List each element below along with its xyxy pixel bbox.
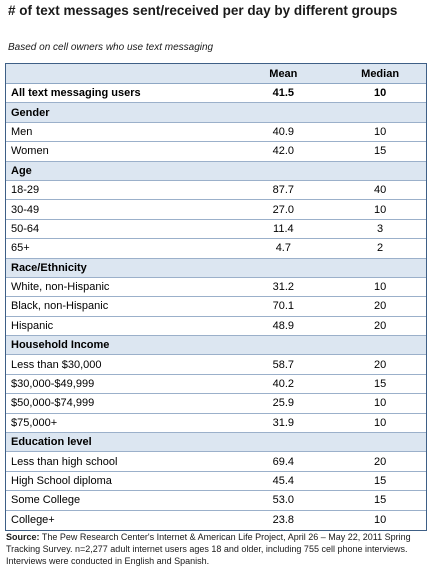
source-note: Source: The Pew Research Center's Intern… bbox=[6, 531, 428, 567]
table-row: College+ 23.8 10 bbox=[6, 511, 426, 530]
section-header-row: Race/Ethnicity bbox=[6, 258, 426, 278]
median-value: 10 bbox=[373, 87, 387, 100]
table-row: Black, non-Hispanic 70.1 20 bbox=[6, 297, 426, 317]
median-value: 10 bbox=[373, 125, 387, 138]
data-table: Mean Median All text messaging users 41.5… bbox=[5, 63, 427, 531]
table-row: $75,000+ 31.9 10 bbox=[6, 414, 426, 434]
mean-value: 69.4 bbox=[272, 455, 295, 468]
mean-value: 87.7 bbox=[272, 184, 295, 197]
mean-value: 53.0 bbox=[272, 494, 295, 507]
median-value: 10 bbox=[373, 397, 387, 410]
header-median: Median bbox=[361, 67, 400, 80]
header-mean: Mean bbox=[269, 67, 298, 80]
median-value: 20 bbox=[373, 358, 387, 371]
median-value: 10 bbox=[373, 203, 387, 216]
row-label: White, non-Hispanic bbox=[11, 281, 110, 294]
table-row: $50,000-$74,999 25.9 10 bbox=[6, 394, 426, 414]
row-label: Men bbox=[11, 125, 33, 138]
median-value: 20 bbox=[373, 319, 387, 332]
row-label: 50-64 bbox=[11, 222, 40, 235]
section-label: Gender bbox=[11, 106, 50, 119]
section-label: Age bbox=[11, 164, 32, 177]
mean-value: 4.7 bbox=[275, 242, 291, 255]
table-row: Less than high school 69.4 20 bbox=[6, 452, 426, 472]
row-label: College+ bbox=[11, 514, 55, 527]
median-value: 15 bbox=[373, 475, 387, 487]
table-row: Hispanic 48.9 20 bbox=[6, 317, 426, 337]
table-row: White, non-Hispanic 31.2 10 bbox=[6, 278, 426, 298]
mean-value: 70.1 bbox=[272, 300, 295, 313]
row-label: 18-29 bbox=[11, 184, 40, 197]
table-row: Less than $30,000 58.7 20 bbox=[6, 355, 426, 375]
row-label: Women bbox=[11, 145, 49, 158]
median-value: 15 bbox=[373, 145, 387, 158]
chart-subtitle: Based on cell owners who use text messag… bbox=[8, 42, 214, 53]
row-label: All text messaging users bbox=[11, 87, 141, 100]
row-label: High School diploma bbox=[11, 475, 112, 487]
section-header-row: Gender bbox=[6, 103, 426, 123]
table-header-row: Mean Median bbox=[6, 64, 426, 84]
row-label: Some College bbox=[11, 494, 81, 507]
mean-value: 42.0 bbox=[272, 145, 295, 158]
table-row: Men 40.9 10 bbox=[6, 123, 426, 143]
table-row: 65+ 4.7 2 bbox=[6, 239, 426, 259]
row-label: Less than $30,000 bbox=[11, 358, 102, 371]
median-value: 20 bbox=[373, 300, 387, 313]
mean-value: 27.0 bbox=[272, 203, 295, 216]
mean-value: 25.9 bbox=[272, 397, 295, 410]
table-body: All text messaging users 41.5 10 Gender Men 4… bbox=[6, 84, 426, 530]
row-label: Less than high school bbox=[11, 455, 118, 468]
median-value: 10 bbox=[373, 514, 387, 527]
median-value: 20 bbox=[373, 455, 387, 468]
mean-value: 41.5 bbox=[272, 87, 295, 100]
table-row: 50-64 11.4 3 bbox=[6, 220, 426, 240]
mean-value: 48.9 bbox=[272, 319, 295, 332]
mean-value: 31.2 bbox=[272, 281, 295, 294]
mean-value: 40.2 bbox=[272, 378, 295, 391]
table-row: Women 42.0 15 bbox=[6, 142, 426, 162]
row-label: 65+ bbox=[11, 242, 30, 255]
section-header-row: Education level bbox=[6, 433, 426, 453]
table-row: Some College 53.0 15 bbox=[6, 491, 426, 511]
section-header-row: Household Income bbox=[6, 336, 426, 356]
mean-value: 23.8 bbox=[272, 514, 295, 527]
section-label: Race/Ethnicity bbox=[11, 261, 87, 274]
chart-title: # of text messages sent/received per day… bbox=[8, 3, 398, 18]
section-header-row: Age bbox=[6, 161, 426, 181]
mean-value: 11.4 bbox=[273, 222, 294, 235]
mean-value: 58.7 bbox=[272, 358, 295, 371]
row-label: 30-49 bbox=[11, 203, 40, 216]
median-value: 10 bbox=[373, 416, 387, 429]
mean-value: 40.9 bbox=[272, 125, 295, 138]
table-row: 18-29 87.7 40 bbox=[6, 181, 426, 201]
median-value: 15 bbox=[373, 378, 387, 391]
table-row: High School diploma 45.4 15 bbox=[6, 472, 426, 492]
row-label: $50,000-$74,999 bbox=[11, 397, 95, 410]
table-row: $30,000-$49,999 40.2 15 bbox=[6, 375, 426, 395]
median-value: 15 bbox=[373, 494, 387, 507]
mean-value: 45.4 bbox=[272, 475, 295, 487]
table-row: All text messaging users 41.5 10 bbox=[6, 84, 426, 104]
row-label: Hispanic bbox=[11, 319, 54, 332]
row-label: Black, non-Hispanic bbox=[11, 300, 109, 313]
mean-value: 31.9 bbox=[272, 416, 295, 429]
section-label: Education level bbox=[11, 436, 92, 449]
median-value: 10 bbox=[373, 281, 387, 294]
table-row: 30-49 27.0 10 bbox=[6, 200, 426, 220]
median-value: 2 bbox=[377, 242, 384, 255]
row-label: $75,000+ bbox=[11, 416, 58, 429]
median-value: 40 bbox=[373, 184, 387, 197]
section-label: Household Income bbox=[11, 339, 110, 352]
source-label: Source: bbox=[6, 532, 40, 542]
row-label: $30,000-$49,999 bbox=[11, 378, 95, 391]
median-value: 3 bbox=[377, 222, 384, 235]
source-text: The Pew Research Center's Internet & Ame… bbox=[6, 532, 411, 566]
